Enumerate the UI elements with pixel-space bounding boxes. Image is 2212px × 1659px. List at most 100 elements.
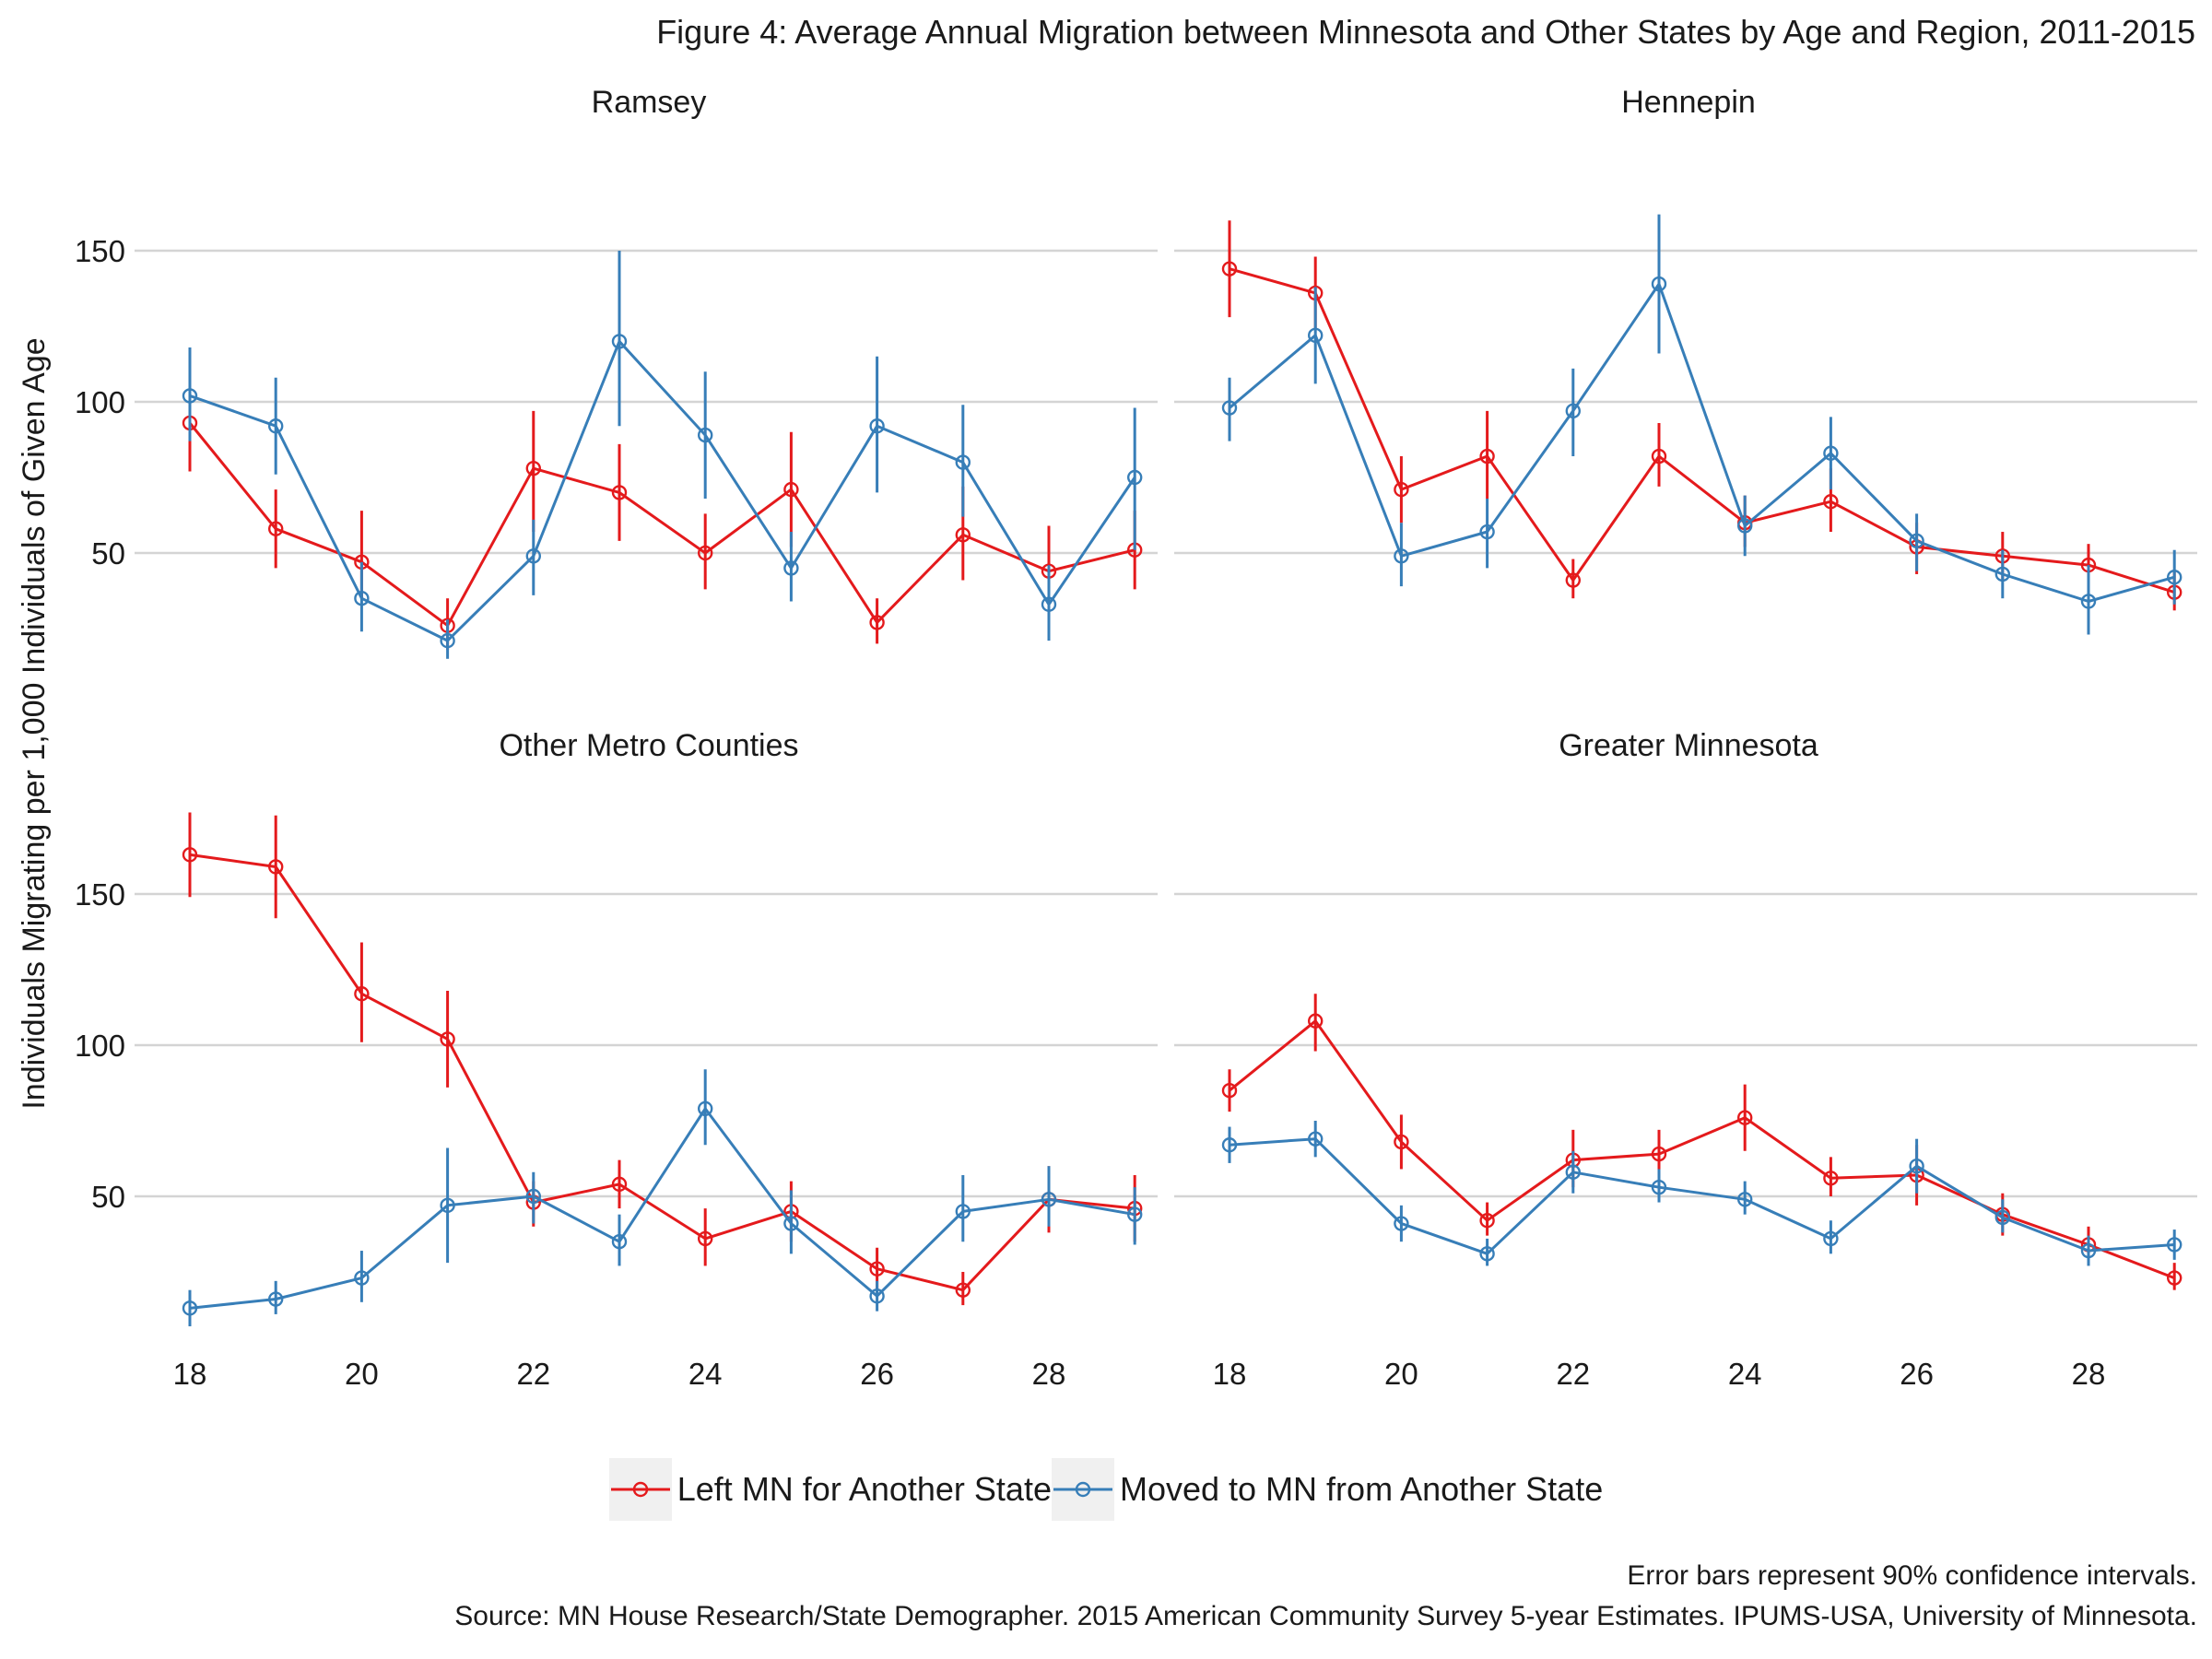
data-point-hennepin-moved <box>1736 518 1753 534</box>
data-point-other-metro-counties-moved <box>698 1100 713 1117</box>
legend-label-left: Left MN for Another State <box>677 1470 1052 1508</box>
data-point-other-metro-counties-moved <box>869 1288 885 1304</box>
data-point-hennepin-left <box>1221 261 1238 276</box>
legend-key-left <box>608 1458 672 1521</box>
data-point-greater-minnesota-moved <box>1479 1246 1495 1262</box>
data-point-greater-minnesota-moved <box>1823 1230 1839 1247</box>
data-point-greater-minnesota-left <box>1307 1013 1324 1029</box>
data-point-other-metro-counties-moved <box>525 1188 541 1205</box>
data-point-greater-minnesota-moved <box>1736 1192 1753 1207</box>
data-point-other-metro-counties-left <box>440 1031 455 1047</box>
data-point-ramsey-moved <box>1041 596 1057 612</box>
data-point-other-metro-counties-moved <box>268 1291 284 1307</box>
panel-title-other-metro-counties: Other Metro Counties <box>499 728 798 763</box>
data-point-hennepin-moved <box>1479 524 1495 540</box>
data-point-ramsey-moved <box>698 427 713 443</box>
data-point-ramsey-left <box>783 481 799 498</box>
data-point-greater-minnesota-moved <box>1221 1137 1238 1153</box>
data-point-greater-minnesota-moved <box>2080 1242 2097 1259</box>
data-point-hennepin-left <box>1823 494 1839 510</box>
data-point-other-metro-counties-left <box>611 1176 628 1193</box>
data-point-hennepin-left <box>1394 481 1409 498</box>
x-tick-label: 20 <box>345 1357 379 1391</box>
data-point-other-metro-counties-moved <box>1126 1206 1143 1222</box>
x-tick-label: 24 <box>1728 1357 1762 1391</box>
data-point-hennepin-moved <box>1823 445 1839 461</box>
data-point-other-metro-counties-moved <box>1041 1192 1057 1207</box>
data-point-ramsey-left <box>268 521 284 536</box>
x-tick-label: 22 <box>516 1357 550 1391</box>
series-line-other-metro-counties-left <box>189 853 1135 1292</box>
x-tick-label: 18 <box>173 1357 207 1391</box>
y-tick-label: 50 <box>91 1180 125 1214</box>
panel-title-ramsey: Ramsey <box>592 85 707 120</box>
x-tick-label: 28 <box>1032 1357 1066 1391</box>
data-point-ramsey-left <box>698 545 713 561</box>
data-point-other-metro-counties-left <box>182 847 198 863</box>
x-tick-label: 22 <box>1556 1357 1590 1391</box>
data-point-ramsey-moved <box>182 388 198 404</box>
data-point-other-metro-counties-moved <box>783 1216 799 1231</box>
series-line-greater-minnesota-moved <box>1229 1137 2175 1255</box>
x-tick-label: 26 <box>1900 1357 1934 1391</box>
data-point-hennepin-moved <box>2080 594 2097 609</box>
data-point-hennepin-left <box>1479 448 1495 465</box>
x-tick-label: 18 <box>1213 1357 1247 1391</box>
data-point-greater-minnesota-moved <box>1307 1131 1324 1147</box>
data-point-ramsey-left <box>525 460 541 477</box>
data-point-ramsey-moved <box>440 632 455 649</box>
panel-title-greater-minnesota: Greater Minnesota <box>1559 728 1818 763</box>
data-point-greater-minnesota-moved <box>1394 1216 1409 1231</box>
data-point-hennepin-moved <box>1307 327 1324 344</box>
data-point-ramsey-moved <box>354 591 370 606</box>
data-point-ramsey-left <box>869 615 885 630</box>
data-point-hennepin-moved <box>1994 566 2011 582</box>
data-point-greater-minnesota-left <box>1651 1146 1667 1162</box>
data-point-greater-minnesota-left <box>1394 1134 1409 1150</box>
data-point-ramsey-left <box>955 527 971 543</box>
series-line-greater-minnesota-left <box>1229 1019 2175 1279</box>
legend-item-moved: Moved to MN from Another State <box>1051 1458 1604 1521</box>
caption-note: Error bars represent 90% confidence inte… <box>1627 1560 2197 1591</box>
data-point-other-metro-counties-left <box>354 986 370 1002</box>
caption: Error bars represent 90% confidence inte… <box>454 1556 2197 1637</box>
data-point-other-metro-counties-moved <box>354 1270 370 1286</box>
data-point-hennepin-moved <box>2166 570 2183 585</box>
data-point-greater-minnesota-moved <box>1994 1209 2011 1226</box>
data-point-hennepin-moved <box>1394 548 1409 564</box>
data-point-other-metro-counties-moved <box>440 1197 455 1214</box>
y-tick-label: 150 <box>75 234 125 268</box>
data-point-other-metro-counties-left <box>955 1282 971 1298</box>
data-point-ramsey-moved <box>1126 469 1143 486</box>
x-tick-label: 20 <box>1384 1357 1418 1391</box>
data-point-hennepin-moved <box>1909 533 1924 549</box>
data-point-greater-minnesota-moved <box>1651 1179 1667 1195</box>
data-point-greater-minnesota-moved <box>1565 1164 1582 1180</box>
data-point-greater-minnesota-left <box>1736 1110 1753 1125</box>
data-point-other-metro-counties-left <box>268 859 284 875</box>
legend: Left MN for Another State Moved to MN fr… <box>0 1458 2212 1521</box>
y-tick-label: 100 <box>75 1029 125 1063</box>
data-point-greater-minnesota-left <box>1479 1213 1495 1229</box>
y-tick-label: 150 <box>75 877 125 912</box>
data-point-ramsey-left <box>611 485 628 500</box>
series-line-ramsey-moved <box>189 339 1136 642</box>
legend-label-moved: Moved to MN from Another State <box>1119 1470 1604 1508</box>
data-point-hennepin-moved <box>1565 403 1582 419</box>
y-tick-label: 50 <box>91 536 125 571</box>
data-point-hennepin-left <box>1565 572 1582 588</box>
data-point-ramsey-moved <box>869 418 885 434</box>
data-point-greater-minnesota-left <box>2166 1270 2183 1286</box>
panel-title-hennepin: Hennepin <box>1621 85 1756 120</box>
data-point-ramsey-moved <box>955 454 971 470</box>
data-point-ramsey-moved <box>525 548 541 564</box>
data-point-greater-minnesota-moved <box>1909 1158 1924 1174</box>
data-point-ramsey-moved <box>268 418 284 434</box>
caption-source: Source: MN House Research/State Demograp… <box>454 1601 2197 1631</box>
legend-key-moved <box>1051 1458 1114 1521</box>
data-point-other-metro-counties-left <box>698 1230 713 1247</box>
data-point-ramsey-moved <box>783 560 799 576</box>
y-axis-label: Individuals Migrating per 1,000 Individu… <box>17 337 52 1109</box>
series-line-hennepin-moved <box>1229 282 2175 603</box>
